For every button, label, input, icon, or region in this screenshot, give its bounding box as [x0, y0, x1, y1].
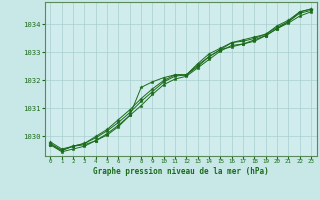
X-axis label: Graphe pression niveau de la mer (hPa): Graphe pression niveau de la mer (hPa) — [93, 167, 269, 176]
